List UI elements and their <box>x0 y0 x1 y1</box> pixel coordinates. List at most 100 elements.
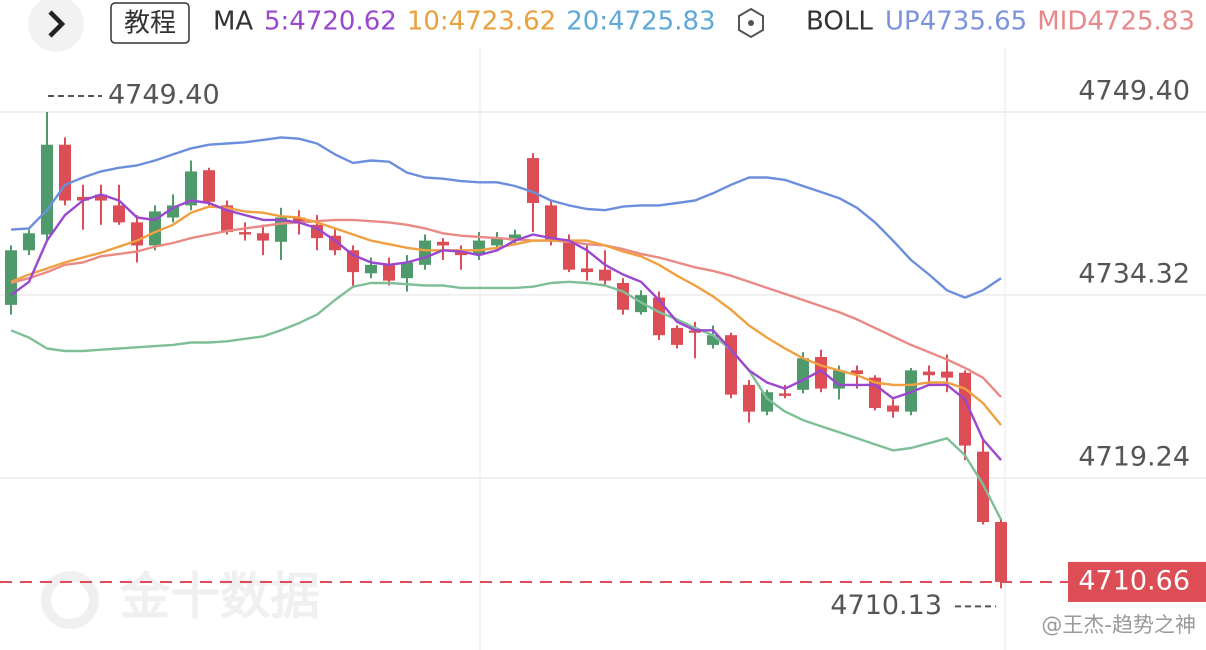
candle <box>239 222 251 241</box>
last-price-box <box>1068 561 1206 602</box>
candle <box>599 250 611 286</box>
candle <box>671 325 683 349</box>
candle-body <box>383 264 395 281</box>
watermark-logo <box>41 571 99 629</box>
candle-body <box>347 250 359 273</box>
candle-body <box>419 240 431 265</box>
candle <box>41 111 53 241</box>
candle-body <box>545 205 557 241</box>
candle-body <box>779 393 791 396</box>
candle <box>959 370 971 461</box>
candle <box>779 384 791 399</box>
expand-button[interactable] <box>28 0 84 52</box>
candle <box>761 389 773 416</box>
high-label: 4749.40 <box>108 79 220 110</box>
hexagon-icon <box>738 7 764 39</box>
candle-body <box>527 158 539 203</box>
candle <box>887 399 899 418</box>
candle-body <box>797 358 809 390</box>
last-price-label: 4710.66 <box>1078 565 1190 596</box>
candle-body <box>293 217 305 223</box>
candle-body <box>761 392 773 412</box>
indicator-value: 5:4720.62 <box>264 7 397 37</box>
chevron-icon <box>48 10 66 38</box>
candle <box>59 137 71 206</box>
candle <box>5 245 17 315</box>
candle-body <box>851 370 863 375</box>
candle <box>365 257 377 279</box>
candle <box>995 518 1007 589</box>
candle-body <box>653 297 665 336</box>
candle-body <box>941 371 953 378</box>
indicator-line <box>10 280 1003 521</box>
candle-body <box>887 405 899 412</box>
candle <box>203 167 215 206</box>
low-label: 4710.13 <box>830 590 942 621</box>
candle-body <box>365 264 377 274</box>
candle-body <box>491 238 503 246</box>
candle <box>707 325 719 349</box>
candle <box>437 238 449 260</box>
candle-body <box>599 269 611 281</box>
candle-body <box>581 268 593 273</box>
candle <box>113 184 125 225</box>
candle-body <box>995 522 1007 582</box>
indicator-value: UP4735.65 <box>885 7 1027 37</box>
indicator-value: MID4725.83 <box>1037 7 1195 37</box>
indicator-value: 10:4723.62 <box>407 7 556 37</box>
candle-body <box>113 205 125 223</box>
candle-body <box>437 241 449 246</box>
candle <box>95 184 107 225</box>
candle <box>77 184 89 230</box>
candle-body <box>95 194 107 201</box>
indicator-line <box>10 218 1002 398</box>
candle-body <box>77 196 89 201</box>
candle <box>185 160 197 211</box>
candle-body <box>707 335 719 345</box>
ma-label: MA <box>213 7 253 37</box>
candle <box>725 332 737 399</box>
candle-body <box>185 171 197 206</box>
tutorial-button[interactable] <box>110 2 190 44</box>
candle <box>383 257 395 286</box>
candle <box>419 234 431 270</box>
y-tick-label: 4749.40 <box>1078 75 1190 106</box>
candle-body <box>239 232 251 235</box>
boll-settings-icon[interactable] <box>738 7 764 39</box>
candle-body <box>689 330 701 333</box>
y-tick-label: 4734.32 <box>1078 258 1190 289</box>
candle <box>617 278 629 315</box>
candle-body <box>509 234 521 241</box>
candle <box>455 245 467 270</box>
candle-body <box>725 335 737 395</box>
candle-body <box>59 144 71 201</box>
candle-body <box>743 384 755 412</box>
candle <box>743 380 755 423</box>
candle-body <box>671 327 683 345</box>
candle <box>149 205 161 251</box>
candle <box>977 439 989 525</box>
hexagon-dot <box>748 20 754 26</box>
boll-label: BOLL <box>806 7 873 37</box>
candle-body <box>41 144 53 235</box>
candle-body <box>563 240 575 270</box>
candle <box>257 224 269 256</box>
indicator-line <box>10 193 1002 461</box>
candle-body <box>203 170 215 202</box>
candle <box>23 229 35 256</box>
candle <box>509 229 521 246</box>
candle-body <box>923 371 935 376</box>
candle-body <box>257 233 269 241</box>
candle-body <box>617 283 629 310</box>
indicator-line <box>10 136 1002 299</box>
candle-body <box>5 250 17 305</box>
indicator-value: 20:4725.83 <box>566 7 715 37</box>
watermark: 金十数据 <box>120 568 320 626</box>
y-tick-label: 4719.24 <box>1078 441 1190 472</box>
candle-body <box>401 262 413 279</box>
tutorial-label: 教程 <box>124 9 176 39</box>
candle-body <box>23 233 35 251</box>
credit: @王杰-趋势之神 <box>1041 613 1196 637</box>
